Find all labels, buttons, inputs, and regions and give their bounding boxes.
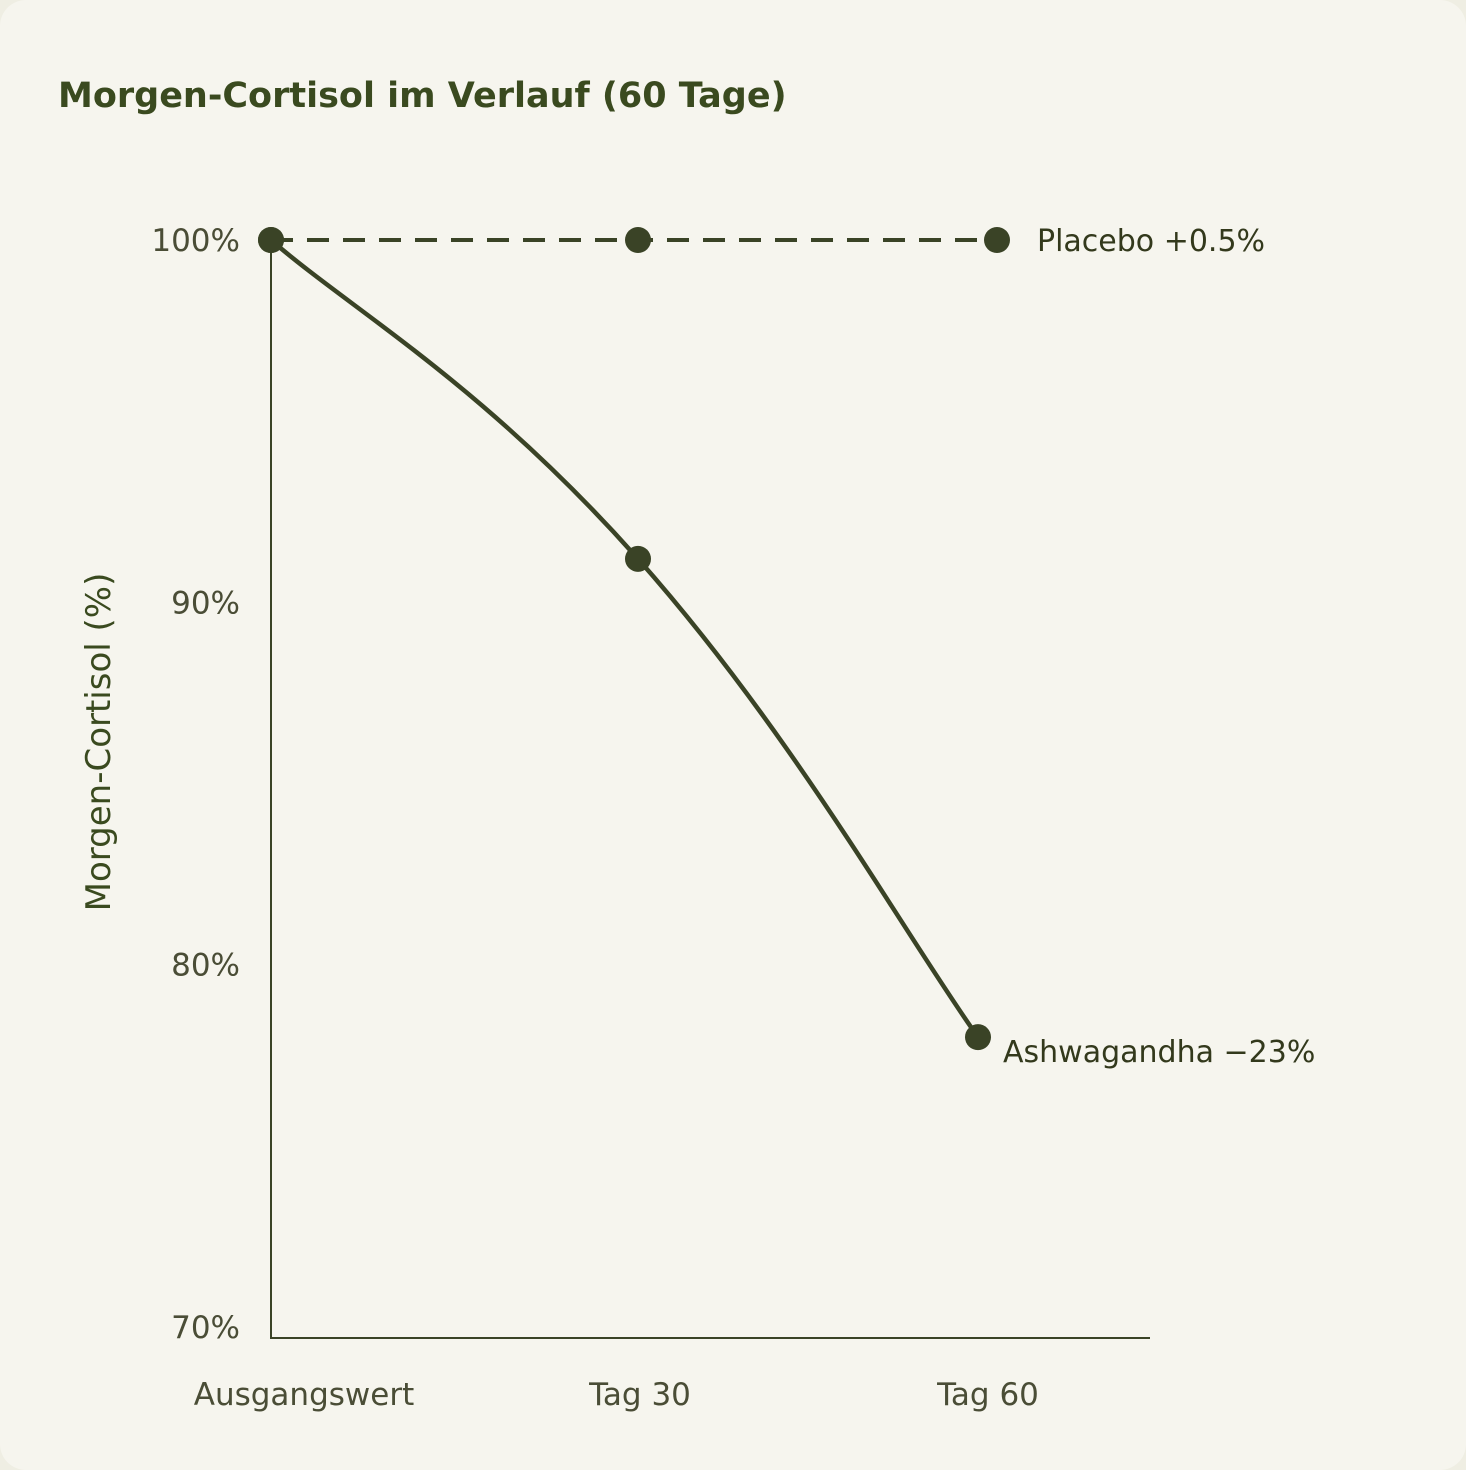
ashwagandha-line — [268, 237, 981, 1040]
y-axis-title: Morgen-Cortisol (%) — [79, 573, 119, 912]
y-tick-label: 90% — [171, 585, 240, 621]
chart-title: Morgen-Cortisol im Verlauf (60 Tage) — [58, 76, 787, 116]
ashwagandha-point — [965, 1024, 991, 1051]
placebo-point — [984, 227, 1010, 253]
series-points — [258, 227, 1010, 1051]
x-tick-label: Tag 30 — [588, 1377, 691, 1413]
placebo-label: Placebo +0.5% — [1037, 224, 1265, 259]
ashwagandha-point — [258, 227, 284, 253]
y-tick-labels: 100% 90% 80% 70% — [151, 223, 240, 1346]
y-tick-label: 100% — [151, 223, 240, 259]
y-tick-label: 80% — [171, 948, 240, 984]
y-tick-label: 70% — [171, 1310, 240, 1346]
placebo-point — [625, 227, 651, 253]
x-tick-label: Ausgangswert — [194, 1377, 414, 1413]
x-tick-label: Tag 60 — [936, 1377, 1039, 1413]
ashwagandha-point — [625, 545, 651, 572]
series-lines — [268, 237, 997, 1040]
x-tick-labels: Ausgangswert Tag 30 Tag 60 — [194, 1377, 1039, 1413]
ashwagandha-label: Ashwagandha −23% — [1003, 1035, 1315, 1070]
series-labels: Placebo +0.5% Ashwagandha −23% — [1003, 224, 1315, 1070]
